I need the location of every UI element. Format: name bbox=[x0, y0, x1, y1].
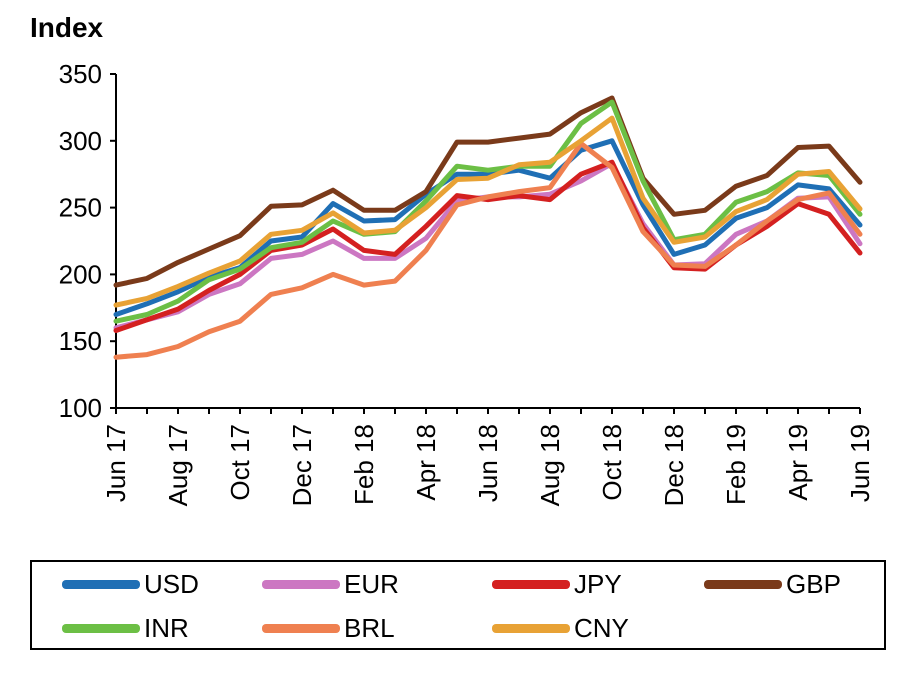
y-axis-title: Index bbox=[30, 12, 104, 43]
legend-label: USD bbox=[144, 568, 199, 599]
legend-item-brl: BRL bbox=[262, 608, 395, 648]
x-tick-label: Aug 17 bbox=[163, 424, 193, 506]
legend-swatch bbox=[492, 623, 570, 633]
legend-swatch bbox=[262, 623, 340, 633]
y-tick-label: 200 bbox=[59, 259, 102, 289]
legend-item-eur: EUR bbox=[262, 564, 399, 604]
x-tick-label: Dec 18 bbox=[659, 424, 689, 506]
series-line-cny bbox=[113, 115, 863, 308]
series-line-eur bbox=[113, 161, 863, 331]
legend-item-jpy: JPY bbox=[492, 564, 622, 604]
x-tick-label: Oct 17 bbox=[225, 424, 255, 501]
legend-label: EUR bbox=[344, 568, 399, 599]
y-tick-label: 350 bbox=[59, 59, 102, 89]
y-tick-label: 150 bbox=[59, 326, 102, 356]
x-tick-label: Apr 19 bbox=[783, 424, 813, 501]
legend-item-usd: USD bbox=[62, 564, 199, 604]
legend-label: INR bbox=[144, 612, 189, 643]
series-line-brl bbox=[113, 141, 863, 360]
legend-item-cny: CNY bbox=[492, 608, 629, 648]
series-line-inr bbox=[113, 99, 863, 324]
legend-label: BRL bbox=[344, 612, 395, 643]
legend-label: CNY bbox=[574, 612, 629, 643]
legend-item-inr: INR bbox=[62, 608, 189, 648]
x-tick-label: Feb 18 bbox=[349, 424, 379, 505]
legend-swatch bbox=[262, 579, 340, 589]
x-tick-label: Jun 18 bbox=[473, 424, 503, 502]
legend-swatch bbox=[492, 579, 570, 589]
x-tick-label: Oct 18 bbox=[597, 424, 627, 501]
legend-label: JPY bbox=[574, 568, 622, 599]
y-tick-label: 300 bbox=[59, 126, 102, 156]
axes bbox=[110, 73, 861, 414]
series-line-jpy bbox=[113, 159, 863, 333]
legend-swatch bbox=[704, 579, 782, 589]
x-tick-label: Dec 17 bbox=[287, 424, 317, 506]
x-tick-label: Jun 19 bbox=[845, 424, 875, 502]
series-line-gbp bbox=[113, 95, 863, 288]
legend-swatch bbox=[62, 579, 140, 589]
legend-label: GBP bbox=[786, 568, 841, 599]
tick-labels: 100 150 200 250 300 350 Jun 17 Aug 17 Oct 17 Dec … bbox=[59, 59, 875, 506]
x-tick-label: Aug 18 bbox=[535, 424, 565, 506]
y-tick-label: 250 bbox=[59, 193, 102, 223]
x-tick-label: Jun 17 bbox=[101, 424, 131, 502]
legend-swatch bbox=[62, 623, 140, 633]
x-tick-label: Apr 18 bbox=[411, 424, 441, 501]
y-tick-label: 100 bbox=[59, 393, 102, 423]
series-lines bbox=[113, 95, 863, 360]
legend: USD EUR JPY GBP INR BRL CNY bbox=[30, 560, 886, 650]
x-tick-label: Feb 19 bbox=[721, 424, 751, 505]
legend-item-gbp: GBP bbox=[704, 564, 841, 604]
